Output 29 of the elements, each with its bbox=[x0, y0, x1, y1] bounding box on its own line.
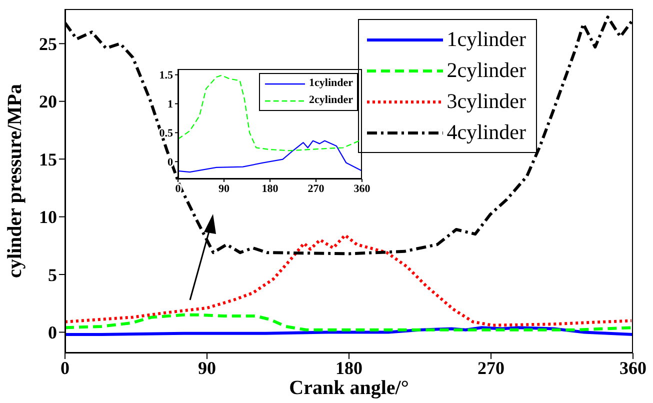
y-tick-label: 25 bbox=[39, 34, 57, 54]
x-tick-label: 270 bbox=[478, 358, 504, 378]
x-tick-label: 180 bbox=[262, 182, 279, 195]
y-tick-label: 20 bbox=[39, 92, 57, 112]
y-tick-label: 5 bbox=[48, 264, 57, 285]
legend-label: 2cylinder bbox=[309, 93, 353, 108]
y-axis-title: cylinder pressure/MPa bbox=[4, 84, 26, 278]
legend-label: 4cylinder bbox=[446, 119, 526, 146]
line-series bbox=[65, 234, 633, 327]
y-tick-label: 15 bbox=[39, 149, 57, 170]
legend-label: 2cylinder bbox=[446, 57, 526, 84]
y-tick-label: 10 bbox=[39, 207, 57, 228]
x-axis-title: Crank angle/° bbox=[289, 377, 409, 399]
x-tick-label: 90 bbox=[198, 358, 216, 378]
y-tick-label: 0 bbox=[48, 322, 57, 343]
legend-label: 1cylinder bbox=[446, 26, 526, 53]
y-tick-label: 1.5 bbox=[159, 70, 174, 82]
x-tick-label: 360 bbox=[354, 182, 371, 195]
line-series bbox=[65, 313, 633, 332]
x-tick-label: 90 bbox=[218, 182, 230, 195]
legend-label: 1cylinder bbox=[309, 76, 353, 91]
x-tick-label: 360 bbox=[620, 358, 646, 378]
line-series bbox=[178, 140, 362, 173]
y-tick-label: 1 bbox=[168, 98, 173, 111]
x-tick-label: 270 bbox=[308, 182, 325, 195]
x-tick-label: 0 bbox=[60, 358, 70, 378]
legend-label: 3cylinder bbox=[446, 88, 526, 115]
line-series bbox=[178, 74, 362, 152]
x-tick-label: 180 bbox=[336, 358, 362, 378]
